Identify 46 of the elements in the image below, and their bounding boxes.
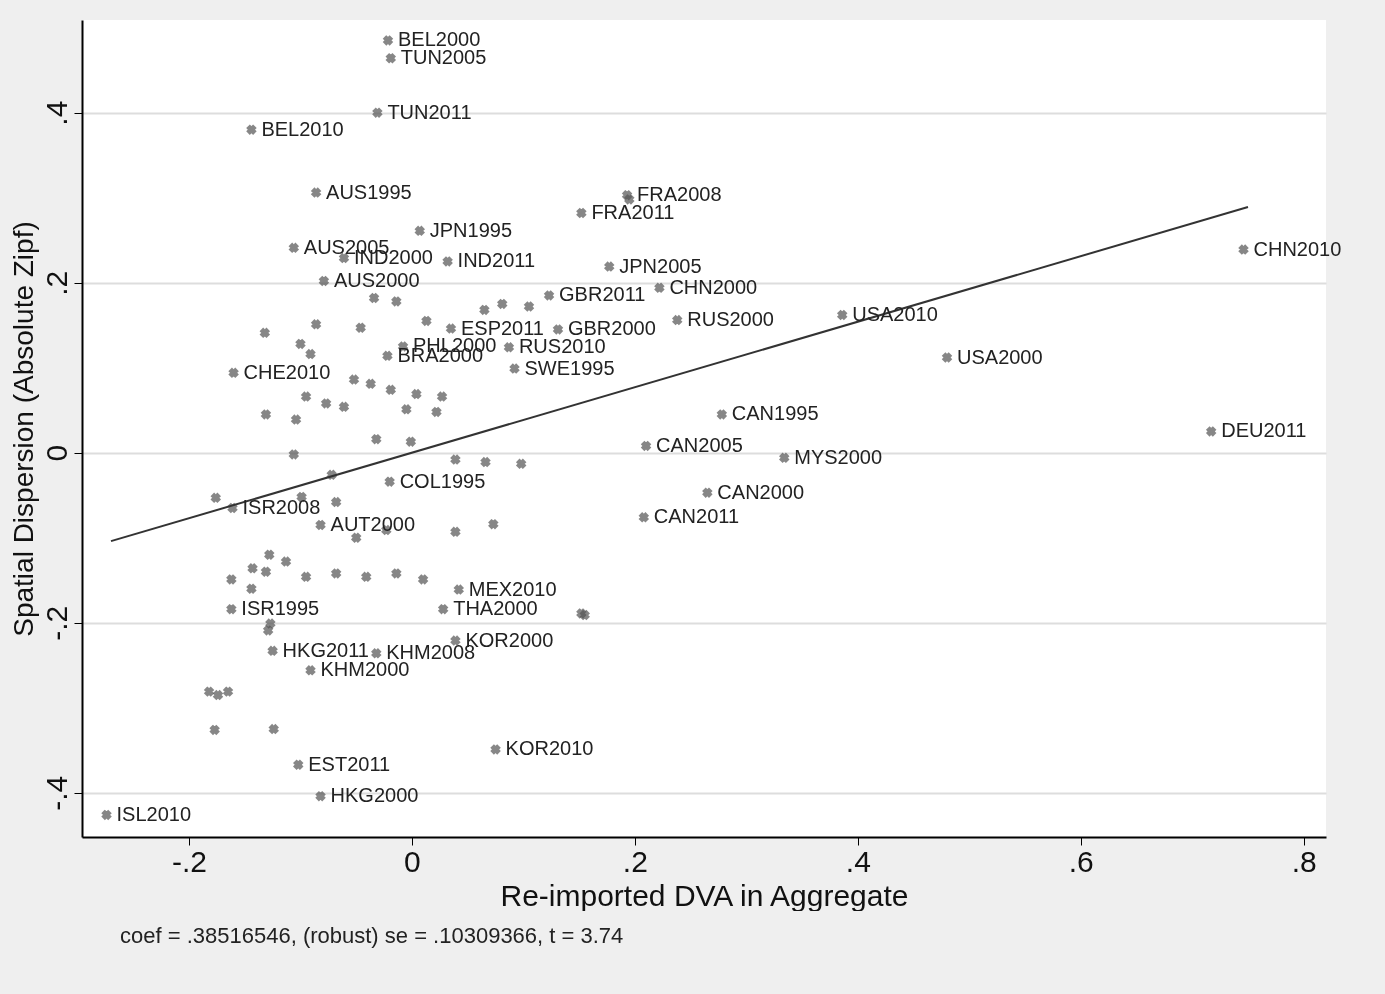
annotation: HKG2000 xyxy=(330,784,419,807)
annotation: KOR2010 xyxy=(505,737,594,760)
y-tick-label: .4 xyxy=(39,100,73,126)
y-tick-label: -.4 xyxy=(39,775,73,811)
y-axis-title: Spatial Dispersion (Absolute Zipf) xyxy=(7,221,39,637)
annotation: CAN2005 xyxy=(656,433,743,456)
annotation: COL1995 xyxy=(399,469,486,492)
x-tick-label: .2 xyxy=(622,844,648,878)
annotation: CAN2011 xyxy=(653,505,740,528)
annotation: CHE2010 xyxy=(243,360,331,383)
x-tick-label: 0 xyxy=(404,844,421,878)
annotation: THA2000 xyxy=(453,597,538,620)
y-tick-label: 0 xyxy=(39,444,73,462)
annotation: ISL2010 xyxy=(116,802,192,825)
annotation: MYS2000 xyxy=(794,445,883,468)
annotation: AUT2000 xyxy=(330,512,416,535)
text: coef = .38516546, (robust) se = .10309366, t = 3.74 xyxy=(120,923,625,949)
annotation: JPN1995 xyxy=(429,218,513,241)
annotation: ISR1995 xyxy=(241,597,320,620)
annotation: JPN2005 xyxy=(619,254,702,277)
annotation: HKG2011 xyxy=(282,638,369,661)
x-axis-title: Re-imported DVA in Aggregate xyxy=(500,878,909,912)
annotation: TUN2011 xyxy=(387,100,472,123)
annotation: ISR2008 xyxy=(242,495,321,518)
annotation: CHN2010 xyxy=(1253,237,1342,260)
annotation: AUS1995 xyxy=(326,180,412,203)
annotation: EST2011 xyxy=(308,752,391,775)
y-tick-label: .2 xyxy=(39,270,73,296)
x-tick-label: .8 xyxy=(1291,844,1317,878)
annotation: MEX2010 xyxy=(468,577,557,600)
annotation: KHM2000 xyxy=(320,658,410,681)
annotation: CAN2000 xyxy=(717,480,805,503)
x-tick-label: .4 xyxy=(845,844,871,878)
annotation: BEL2010 xyxy=(261,117,344,140)
annotation: SWE1995 xyxy=(524,356,615,379)
annotation: RUS2000 xyxy=(687,308,774,331)
annotation: CAN1995 xyxy=(731,402,819,425)
annotation: USA2000 xyxy=(957,345,1043,368)
y-tick-label: -.2 xyxy=(39,605,73,641)
annotation: GBR2011 xyxy=(559,283,646,306)
annotation: IND2011 xyxy=(457,249,536,272)
x-tick-label: .6 xyxy=(1068,844,1094,878)
annotation: AUS2000 xyxy=(333,269,420,291)
annotation: DEU2011 xyxy=(1221,419,1307,442)
annotation: CHN2000 xyxy=(669,275,758,298)
x-tick-label: -.2 xyxy=(172,844,208,878)
